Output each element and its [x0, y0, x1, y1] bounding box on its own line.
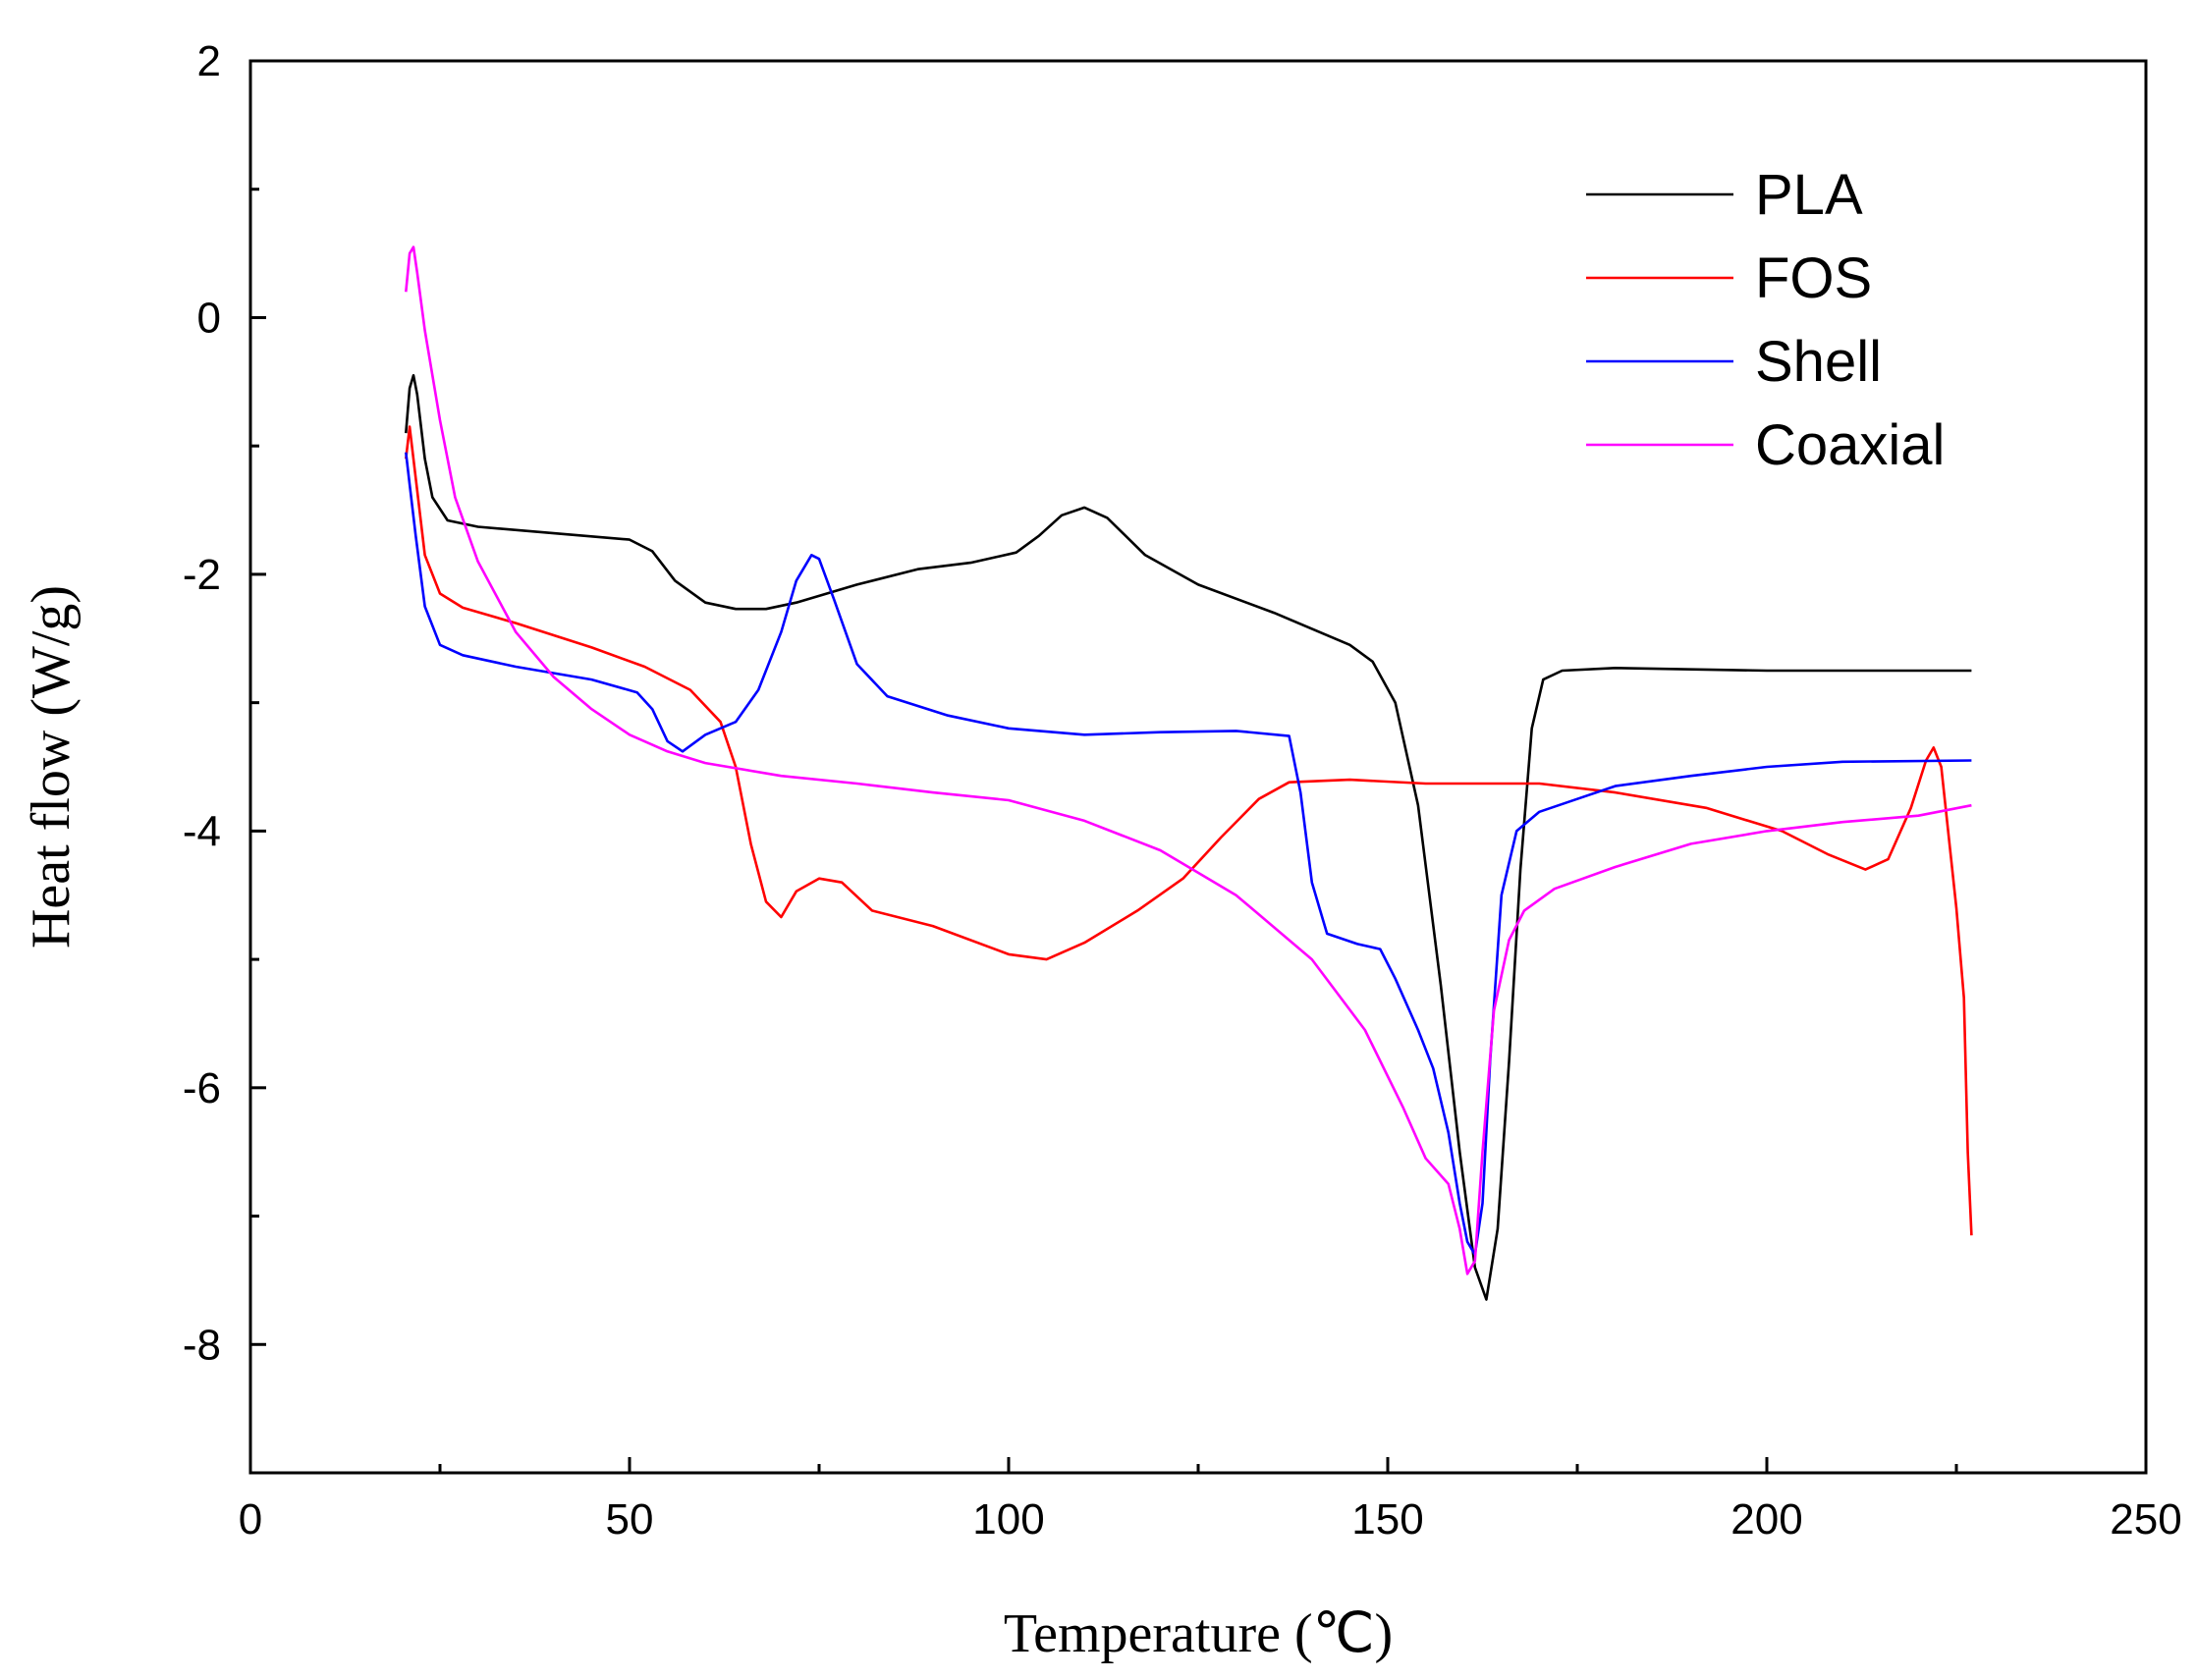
tick-layer: 0 50 100 150 200 250 2 0 -2 -4 -6 -8: [183, 37, 2182, 1544]
y-tick-label: -4: [183, 807, 221, 855]
y-tick-label: -6: [183, 1064, 221, 1112]
x-tick-label: 100: [972, 1495, 1044, 1544]
series-line-coaxial: [405, 245, 1972, 1275]
y-tick-label: -2: [183, 551, 221, 599]
series-layer: [405, 245, 1973, 1301]
series-line-shell: [405, 452, 1972, 1257]
x-tick-label: 0: [239, 1495, 262, 1544]
y-axis-title: Heat flow (W/g): [21, 585, 82, 948]
legend-label-coaxial: Coaxial: [1755, 413, 1945, 477]
x-axis-title: Temperature (℃): [1004, 1603, 1393, 1664]
series-line-fos: [405, 425, 1973, 1236]
x-tick-label: 250: [2110, 1495, 2181, 1544]
y-tick-label: -8: [183, 1321, 221, 1369]
x-tick-label: 50: [606, 1495, 654, 1544]
legend: PLA FOS Shell Coaxial: [1586, 163, 1945, 477]
legend-label-shell: Shell: [1755, 330, 1882, 394]
x-tick-label: 200: [1730, 1495, 1802, 1544]
y-tick-label: 2: [197, 37, 221, 85]
series-line-pla: [405, 374, 1972, 1301]
legend-label-fos: FOS: [1755, 246, 1872, 310]
x-tick-label: 150: [1351, 1495, 1423, 1544]
y-tick-label: 0: [197, 294, 221, 342]
legend-label-pla: PLA: [1755, 163, 1863, 227]
